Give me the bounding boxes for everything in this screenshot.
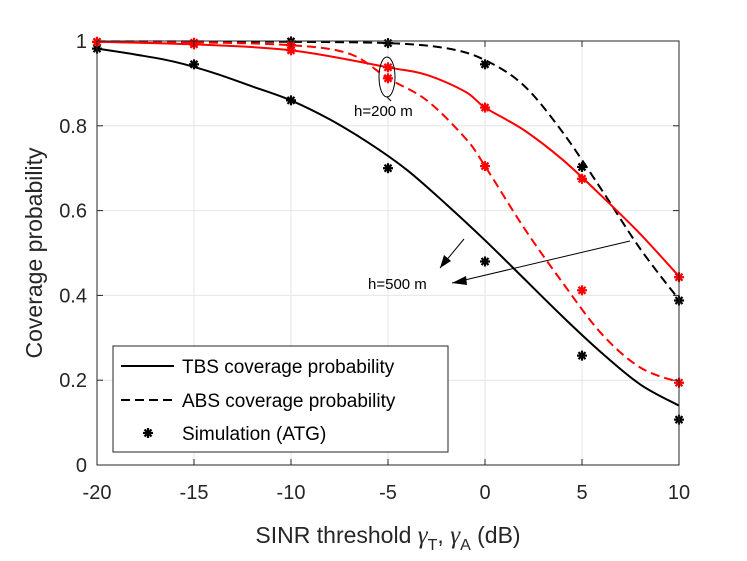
legend-label-sim: Simulation (ATG) [182,424,326,445]
sim-point-s5 [577,161,587,172]
x-tick-label: -5 [379,482,397,504]
sim-point-s4 [480,256,490,267]
sim-point-s4 [286,95,296,106]
x-tick-label: -15 [180,482,209,504]
x-tick-label: 5 [576,482,587,504]
sim-point-s7 [383,73,393,84]
annotation-arrow-head [452,276,467,285]
x-axis-label: SINR threshold γT, γA (dB) [255,522,520,554]
y-tick-label: 0.2 [59,370,87,392]
axis-ticks: -20 -15 -10 -5 0 5 10 0 0.2 0.4 0.6 0.8 1 [59,31,690,504]
legend-star-marker [143,428,153,438]
annotation-arrow-line [451,240,631,284]
y-tick-label: 1 [76,31,87,53]
series-line-3 [96,40,680,384]
x-tick-label: -10 [277,482,306,504]
x-axis-label-text: SINR threshold [255,522,411,548]
y-tick-label: 0.6 [59,201,87,223]
y-tick-label: 0.4 [59,285,87,307]
annotation-ellipse-leader [386,96,392,102]
x-tick-label: -20 [83,482,112,504]
x-tick-label: 0 [479,482,490,504]
sim-point-s6 [480,102,490,113]
annotation-h200-label: h=200 m [354,103,413,120]
annotation-h500-label: h=500 m [368,276,427,293]
legend: TBS coverage probability ABS coverage pr… [112,345,449,453]
legend-label-tbs: TBS coverage probability [182,357,395,378]
sim-point-s5 [480,59,490,70]
sim-point-s7 [480,161,490,172]
sim-point-s4 [577,350,587,361]
sim-point-s7 [577,285,587,296]
legend-marker-swatch [143,428,153,438]
sim-point-s6 [383,62,393,73]
series-line-1 [97,40,680,301]
y-tick-label: 0 [76,455,87,477]
x-tick-label: 10 [668,482,690,504]
annotation-h200: h=200 m [354,56,413,120]
sim-point-s4 [383,163,393,174]
legend-label-abs: ABS coverage probability [182,391,396,412]
y-tick-label: 0.8 [59,116,87,138]
annotation-arrow-head-2 [440,255,451,268]
y-axis-label: Coverage probability [21,147,47,358]
annotation-h500: h=500 m [368,238,631,293]
series-line-2 [96,40,680,277]
sim-point-s4 [189,59,199,70]
sim-point-s6 [577,173,587,184]
